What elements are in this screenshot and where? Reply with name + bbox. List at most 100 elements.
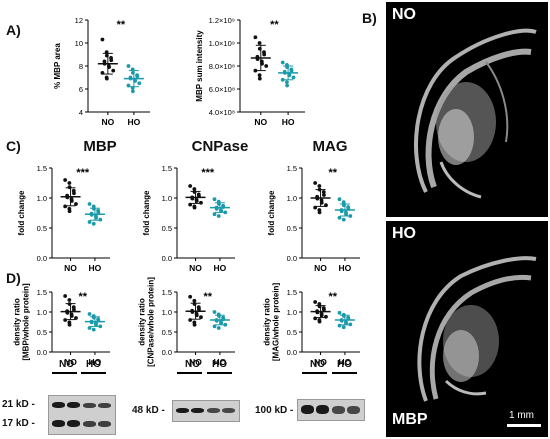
panel-letter-c: C)	[6, 138, 21, 154]
data-point	[291, 75, 296, 80]
blot-label-21kd: 21 kD -	[2, 399, 35, 410]
data-point	[223, 322, 228, 327]
blot-mag	[297, 399, 365, 421]
x-tick-label: HO	[128, 117, 141, 127]
data-point	[199, 200, 203, 205]
y-tick-label: 6.0×10⁸	[209, 85, 235, 94]
y-tick-label: 1.5	[287, 164, 297, 173]
blot-label-17kd: 17 kD -	[2, 418, 35, 429]
x-tick-label: HO	[214, 263, 227, 273]
significance-marker: ***	[201, 167, 215, 179]
data-point	[257, 73, 262, 78]
y-tick-label: 1.0	[162, 308, 172, 317]
stain-label: MBP	[392, 411, 428, 428]
data-point	[216, 326, 221, 330]
data-point	[109, 58, 114, 63]
data-point	[212, 324, 217, 329]
y-tick-label: 1.5	[287, 288, 297, 297]
blot-band	[176, 408, 189, 413]
chart-C_MAG: 0.0 0.5 1.0 1.5 fold change NO HO **	[267, 164, 360, 273]
data-point	[322, 193, 326, 197]
data-point	[67, 181, 72, 185]
y-tick-label: 8.0×10⁸	[209, 62, 235, 71]
data-point	[74, 202, 78, 206]
blot-group-no-mbp: NO	[59, 359, 74, 370]
panel-letter-b: B)	[362, 10, 377, 26]
data-point	[91, 221, 96, 226]
significance-marker: **	[328, 167, 337, 179]
blot-band	[98, 403, 111, 408]
data-point	[313, 300, 318, 304]
brain-section-no-image	[414, 28, 537, 199]
data-point	[91, 327, 96, 332]
blot-band	[67, 402, 80, 408]
blot-band	[83, 403, 96, 408]
data-point	[285, 80, 289, 84]
y-tick-label: 1.5	[162, 164, 172, 173]
y-tick-label: 0.0	[37, 254, 47, 263]
y-tick-label: 1.0×10⁹	[209, 39, 235, 48]
x-tick-label: HO	[339, 357, 352, 367]
data-point	[317, 184, 322, 188]
y-axis-label: density ratio	[138, 298, 147, 346]
y-tick-label: 12	[75, 16, 83, 25]
blot-group-ho-mbp: HO	[86, 359, 101, 370]
data-point	[257, 76, 262, 81]
significance-marker: ***	[76, 167, 90, 179]
blot-band	[347, 406, 360, 414]
scale-bar-label: 1 mm	[509, 410, 534, 421]
data-point	[337, 310, 342, 315]
y-tick-label: 1.0	[287, 308, 297, 317]
y-tick-label: 1.5	[37, 288, 47, 297]
data-point	[87, 220, 92, 224]
chart-A1: 4 6 8 10 12 % MBP area NO HO **	[53, 16, 150, 127]
data-point	[212, 212, 217, 217]
data-point	[67, 322, 72, 327]
title-cnpase: CNPase	[191, 138, 249, 155]
data-point	[341, 325, 346, 330]
chart-C_MBP: 0.0 0.5 1.0 1.5 fold change NO HO ***	[17, 164, 110, 273]
y-tick-label: 8	[79, 62, 83, 71]
data-point	[192, 205, 197, 210]
blot-band	[191, 408, 204, 413]
blot-group-line	[52, 372, 77, 374]
data-point	[341, 200, 346, 205]
data-point	[63, 178, 68, 182]
blot-cnpase	[172, 400, 240, 422]
micrograph-no	[386, 2, 548, 217]
x-tick-label: NO	[64, 263, 77, 273]
data-point	[67, 298, 72, 302]
blot-group-ho-mag: HO	[337, 359, 352, 370]
blot-group-line	[302, 372, 327, 374]
y-tick-label: 4.0×10⁸	[209, 108, 235, 117]
data-point	[192, 322, 197, 327]
y-tick-label: 0.5	[287, 328, 297, 337]
blot-group-line	[177, 372, 202, 374]
blot-group-line	[332, 372, 357, 374]
blot-mbp	[48, 395, 116, 435]
data-point	[321, 190, 326, 194]
blot-band	[67, 420, 80, 427]
y-tick-label: 0.0	[287, 254, 297, 263]
x-tick-label: NO	[314, 263, 327, 273]
data-point	[289, 68, 294, 73]
y-axis-label: [CNPase/whole protein]	[147, 277, 156, 367]
x-tick-label: NO	[64, 357, 77, 367]
data-point	[253, 68, 258, 73]
y-tick-label: 0.5	[37, 328, 47, 337]
data-point	[135, 74, 140, 79]
data-point	[63, 204, 68, 209]
y-axis-label: fold change	[17, 190, 26, 235]
data-point	[72, 307, 76, 312]
data-point	[188, 294, 193, 299]
data-point	[126, 64, 131, 68]
title-mbp: MBP	[83, 138, 117, 155]
chart-C_CNPase: 0.0 0.5 1.0 1.5 fold change NO HO ***	[142, 164, 235, 273]
blot-group-no-cnpase: NO	[185, 359, 200, 370]
y-tick-label: 1.0	[37, 194, 47, 203]
x-tick-label: NO	[189, 263, 202, 273]
data-point	[322, 307, 326, 312]
y-axis-label: % MBP area	[53, 43, 62, 89]
x-tick-label: NO	[254, 117, 267, 127]
